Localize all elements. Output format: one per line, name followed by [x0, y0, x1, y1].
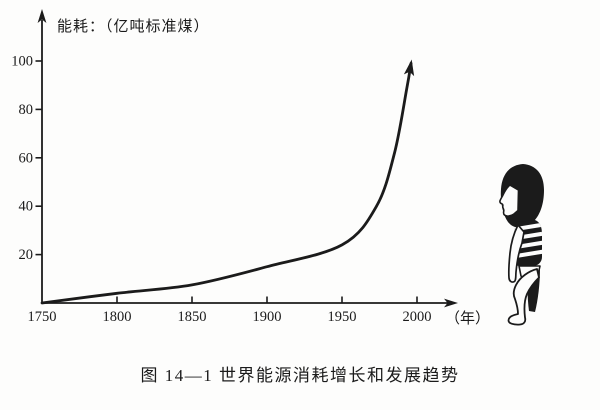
y-axis-title: 能耗：（亿吨标准煤） — [57, 19, 210, 35]
y-tick-label: 40 — [19, 199, 34, 215]
arm-shape — [507, 224, 525, 283]
x-tick-label: 1950 — [328, 309, 357, 325]
x-tick-label: 2000 — [403, 309, 432, 325]
y-axis-arrow-icon — [37, 9, 47, 23]
figure-caption: 图 14—1 世界能源消耗增长和发展趋势 — [140, 366, 460, 385]
x-axis-unit-label: （年） — [445, 311, 491, 327]
front-leg-shape — [507, 268, 540, 326]
child-figure-illustration — [499, 164, 544, 326]
face-shape — [499, 184, 520, 217]
x-tick-label: 1850 — [178, 309, 207, 325]
x-tick-label: 1900 — [253, 309, 282, 325]
y-tick-label: 20 — [19, 247, 34, 263]
x-axis-arrow-icon — [444, 298, 458, 308]
x-tick-label: 1800 — [103, 309, 132, 325]
x-tick-label: 1750 — [28, 309, 57, 325]
y-tick-label: 80 — [19, 102, 34, 118]
y-tick-label: 60 — [19, 150, 34, 166]
curve-arrow-icon — [403, 59, 415, 77]
y-tick-label: 100 — [11, 54, 33, 70]
trend-curve — [40, 62, 413, 305]
